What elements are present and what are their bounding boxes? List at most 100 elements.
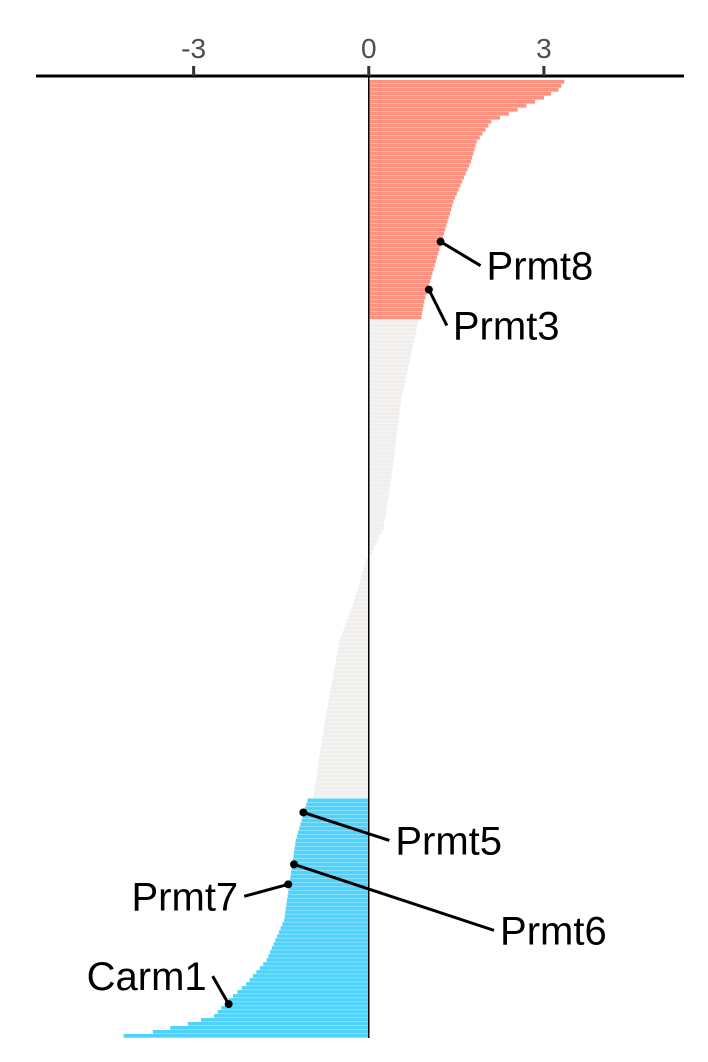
bar [249,978,369,982]
bar [320,750,369,755]
bar [318,762,369,767]
annotation-leader-line [293,862,495,932]
bar [368,371,407,376]
bar [368,347,413,352]
annotation-point [290,860,299,869]
bar [368,391,403,396]
bar [271,946,369,950]
bar [368,167,468,172]
bar [368,247,440,252]
bar [368,435,397,439]
bar [316,770,369,775]
bar [368,407,400,411]
bar [368,291,427,296]
bar [294,850,369,855]
bar [368,343,414,348]
bar [368,155,473,160]
bar [331,682,369,687]
annotation-point [299,808,308,817]
bar [368,527,384,531]
bar [368,375,407,380]
bar [301,818,369,823]
bar [368,223,447,228]
bar [357,586,369,591]
bar [291,870,369,875]
bar [338,642,369,647]
bar [319,754,369,759]
bar [360,578,369,583]
bar [348,614,369,619]
bar [356,590,369,595]
gene-annotations: Prmt8 Prmt3 Prmt5 Prmt6 Prmt7 Carm1 [87,237,607,1009]
bar [368,439,396,443]
bar [286,902,369,906]
bar [327,706,369,711]
bar [368,355,411,360]
bar [368,275,432,280]
bar [278,930,369,934]
bar [368,323,418,328]
bar [368,335,415,340]
bar [368,119,492,124]
bar [298,830,369,835]
bar [368,403,401,407]
bar [306,802,369,807]
bar [330,686,369,691]
bar [368,551,372,555]
bar [307,798,369,803]
bar [332,678,369,683]
bar [187,1022,369,1026]
bar [368,123,489,128]
bar [368,83,562,88]
bar [368,495,389,499]
bar [368,427,398,431]
bar [316,774,369,779]
bar [368,255,438,260]
bar [368,103,527,108]
bar [341,634,369,639]
bar [368,307,423,312]
bar [368,95,544,100]
bar [280,926,369,930]
bar [334,666,369,671]
bar [336,654,369,659]
bar [368,219,448,224]
bar [368,423,398,427]
bar [273,942,369,946]
bar [368,131,483,136]
bar [368,447,395,451]
bar [368,543,376,547]
bar [368,383,405,388]
bar [225,1002,369,1006]
bar [368,159,471,164]
bar [368,531,382,535]
bar [368,191,457,196]
bar [321,738,369,743]
bar [368,207,452,212]
gene-label: Prmt7 [132,875,239,919]
gene-label: Prmt5 [395,819,502,863]
bar [368,395,402,400]
bar [152,1030,369,1034]
bar [296,834,369,839]
bar [368,107,518,112]
bar [363,566,369,571]
bar [368,359,410,364]
bar [368,483,391,487]
bar [313,794,369,799]
bar [335,658,369,663]
bar [323,726,369,731]
bar [368,87,559,92]
bar [349,610,369,615]
bar [362,570,369,575]
bar [285,910,369,914]
bar [352,602,369,607]
bar [368,271,433,276]
bar [266,958,369,962]
bar [246,982,369,986]
gene-label: Prmt3 [453,305,560,349]
bar [368,199,454,204]
bar [368,143,476,148]
bar [345,622,369,627]
bar [368,99,536,104]
